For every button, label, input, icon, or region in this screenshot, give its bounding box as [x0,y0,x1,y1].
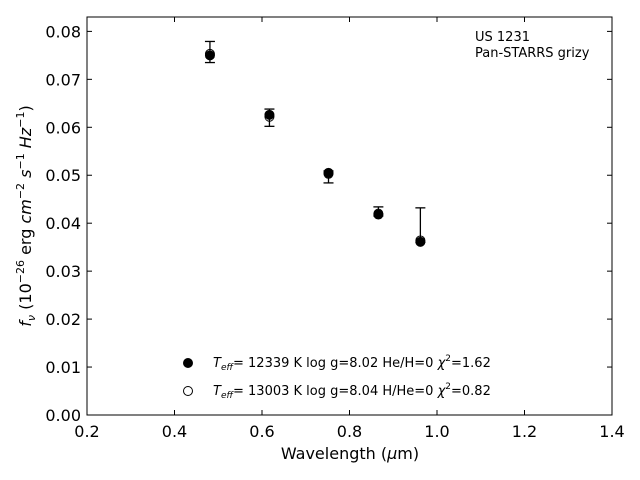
legend-label-filled: Teff= 12339 K log g=8.02 He/H=0 χ2=1.62 [213,354,491,373]
model-point-open [373,208,384,219]
y-tick-label: 0.05 [45,166,81,185]
y-tick-label: 0.03 [45,262,81,281]
y-tick-label: 0.08 [45,22,81,41]
legend-marker-filled [183,358,193,368]
y-tick-label: 0.02 [45,310,81,329]
x-tick-label: 1.2 [512,422,537,441]
x-tick-label: 0.8 [337,422,362,441]
legend: Teff= 12339 K log g=8.02 He/H=0 χ2=1.62 … [183,354,491,401]
model-point-filled [264,109,275,120]
errorbar-layer [204,40,426,244]
y-tick-label: 0.01 [45,358,81,377]
ticks-layer: 0.2 0.4 0.6 0.8 1.0 1.2 1.4 0.00 0.01 0.02 0.03 0.0… [45,17,625,441]
x-tick-label: 0.2 [74,422,99,441]
x-tick-label: 0.6 [249,422,274,441]
y-tick-label: 0.00 [45,406,81,425]
y-tick-label: 0.04 [45,214,81,233]
y-tick-label: 0.07 [45,70,81,89]
points-layer [204,48,426,247]
model-point-open [204,48,215,59]
model-point-open [264,111,275,122]
x-tick-label: 1.4 [599,422,624,441]
y-axis-label: fν (10−26 erg cm−2 s−1 Hz−1) [14,105,38,326]
model-point-open [415,235,426,246]
y-tick-label: 0.06 [45,118,81,137]
annotation-line-2: Pan-STARRS grizy [475,46,590,61]
annotation-line-1: US 1231 [475,30,530,45]
legend-label-open: Teff= 13003 K log g=8.04 H/He=0 χ2=0.82 [213,382,491,401]
legend-marker-open [183,386,193,396]
x-tick-label: 1.0 [424,422,449,441]
model-point-open [323,168,334,179]
x-axis-label: Wavelength (μm) [281,444,419,463]
x-tick-label: 0.4 [162,422,187,441]
plot-frame [86,16,613,416]
